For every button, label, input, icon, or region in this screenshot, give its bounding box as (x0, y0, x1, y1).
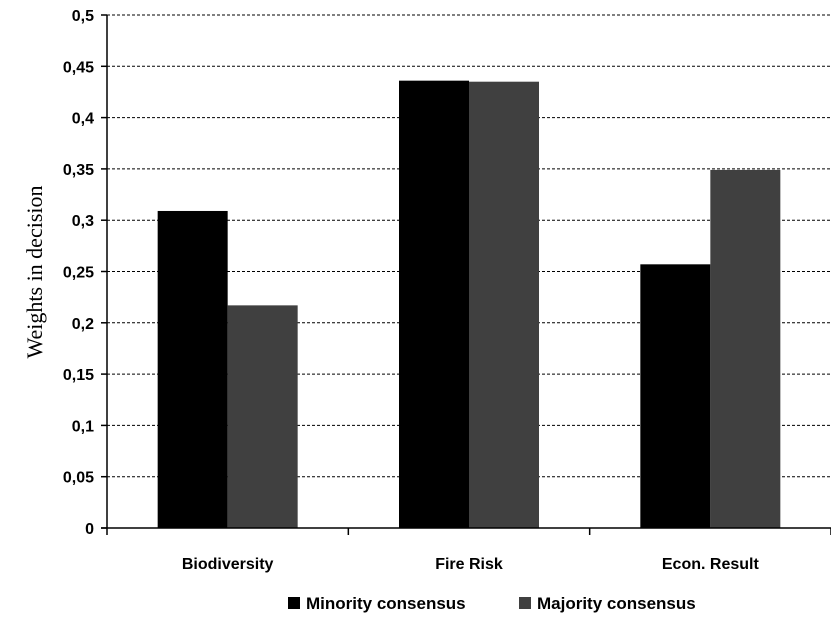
y-tick-label: 0,1 (72, 418, 94, 435)
legend-swatch (288, 597, 300, 609)
y-tick-label: 0,2 (72, 316, 94, 333)
y-tick-label: 0,15 (63, 367, 94, 384)
bar-majority-1 (469, 81, 539, 528)
category-labels: Biodiversity Fire Risk Econ. Result (182, 556, 760, 573)
category-label: Fire Risk (435, 556, 503, 573)
bar-majority-2 (710, 169, 781, 528)
legend: Minority consensus Majority consensus (288, 594, 696, 613)
bars (157, 80, 781, 528)
y-tick-label: 0,5 (72, 8, 94, 25)
y-tick-label: 0,3 (72, 213, 94, 230)
bar-minority-0 (157, 210, 228, 528)
y-tick-label: 0 (85, 521, 94, 538)
y-tick-label: 0,05 (63, 470, 94, 487)
y-tick-label: 0,4 (72, 111, 94, 128)
category-label: Econ. Result (662, 556, 760, 573)
y-tick-label: 0,25 (63, 265, 94, 282)
y-axis-label: Weights in decision (22, 186, 47, 359)
legend-swatch (519, 597, 531, 609)
y-tick-labels: 0 0,05 0,1 0,15 0,2 0,25 0,3 0,35 0,4 0,45 0,5 (63, 8, 94, 538)
y-tick-label: 0,45 (63, 59, 94, 76)
legend-label: Minority consensus (306, 594, 466, 613)
bar-minority-2 (640, 264, 711, 528)
axes (101, 14, 831, 535)
bar-minority-1 (399, 80, 469, 528)
bar-majority-0 (227, 305, 298, 528)
legend-label: Majority consensus (537, 594, 696, 613)
y-tick-label: 0,35 (63, 162, 94, 179)
category-label: Biodiversity (182, 556, 274, 573)
